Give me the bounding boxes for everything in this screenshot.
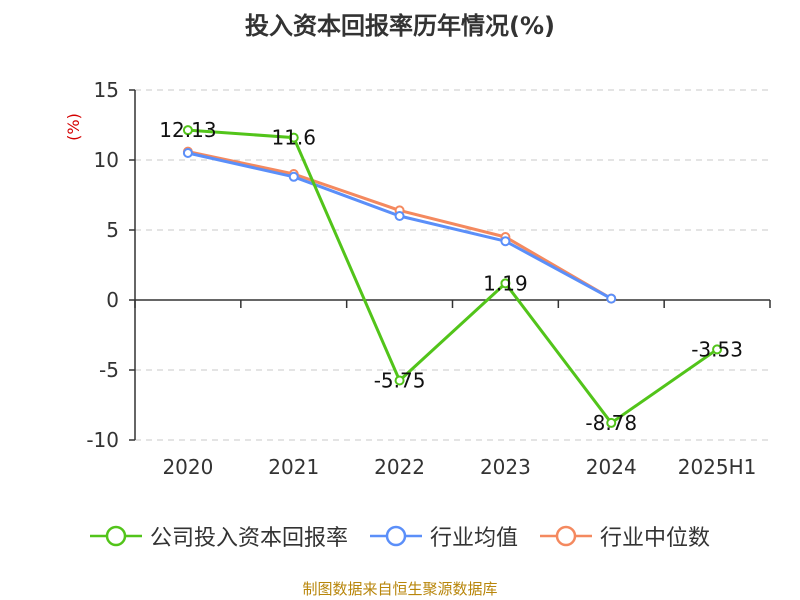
series-0-point xyxy=(394,375,405,386)
y-tick-label: 15 xyxy=(94,78,119,102)
series-1-line xyxy=(187,151,612,300)
series-1-point xyxy=(500,236,511,247)
series-0-point xyxy=(712,344,723,355)
data-label: 11.6 xyxy=(271,126,316,150)
series-1-point xyxy=(394,211,405,221)
legend-label: 行业均值 xyxy=(429,526,518,551)
data-label: 12.13 xyxy=(159,118,216,142)
series-1-point xyxy=(606,293,617,304)
data-label: -8.78 xyxy=(585,411,637,435)
series-0-line xyxy=(187,128,718,425)
y-tick-label: -5 xyxy=(99,358,119,382)
y-tick-label: 10 xyxy=(94,148,119,172)
y-tick-label: -10 xyxy=(86,428,119,452)
y-tick-label: 0 xyxy=(106,288,119,312)
x-tick-label: 2021 xyxy=(268,455,319,479)
series-0-point xyxy=(606,417,617,428)
series-1-point xyxy=(182,148,193,158)
source-note: 制图数据来自恒生聚源数据库 xyxy=(302,580,498,598)
chart-title: 投入资本回报率历年情况(%) xyxy=(245,12,555,40)
legend-item: 公司投入资本回报率 xyxy=(89,520,348,552)
series-0-point xyxy=(500,278,511,289)
data-label: -5.75 xyxy=(374,369,426,393)
legend-line-marker-icon xyxy=(89,525,142,547)
legend-line-marker-icon xyxy=(540,525,592,547)
y-axis-unit-label: (%) xyxy=(64,113,83,141)
data-label: -3.53 xyxy=(691,337,743,361)
series-0-point xyxy=(182,125,193,136)
legend-line-marker-icon xyxy=(369,525,422,547)
y-tick-label: 5 xyxy=(106,218,119,242)
series-0-point xyxy=(288,132,299,143)
x-tick-label: 2020 xyxy=(162,455,213,479)
legend-item: 行业中位数 xyxy=(540,520,710,552)
legend-item: 行业均值 xyxy=(369,520,518,552)
series-1-point xyxy=(288,171,299,182)
legend-label: 公司投入资本回报率 xyxy=(149,526,348,551)
x-tick-label: 2022 xyxy=(374,455,425,479)
legend-label: 行业中位数 xyxy=(600,526,711,551)
legend: 公司投入资本回报率 行业均值 行业中位数 xyxy=(0,520,800,552)
x-tick-label: 2023 xyxy=(480,455,531,479)
series-2-line xyxy=(187,150,613,300)
data-label: 1.19 xyxy=(483,271,528,295)
x-tick-label: 2025H1 xyxy=(678,455,757,479)
x-tick-label: 2024 xyxy=(586,455,637,479)
